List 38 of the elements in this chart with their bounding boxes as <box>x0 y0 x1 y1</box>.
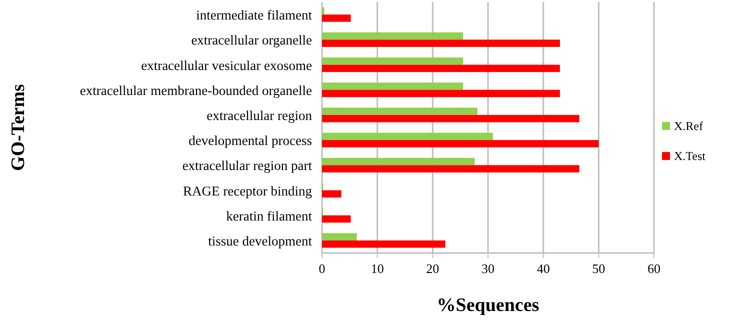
bar <box>322 132 493 140</box>
x-tick-label: 50 <box>592 261 606 276</box>
legend-label: X.Ref <box>674 119 703 133</box>
y-axis-title: GO-Terms <box>8 84 29 171</box>
y-tick-label: developmental process <box>188 133 312 148</box>
bar <box>322 14 351 22</box>
x-axis-title: %Sequences <box>436 295 540 316</box>
x-tick-label: 40 <box>536 261 550 276</box>
bar <box>322 108 478 115</box>
bar <box>322 32 464 40</box>
bar <box>322 40 560 47</box>
bar <box>322 165 580 172</box>
bar <box>322 90 560 98</box>
bar <box>322 82 464 90</box>
bar <box>322 64 560 72</box>
legend-label: X.Test <box>674 149 706 163</box>
y-tick-label: intermediate filament <box>196 8 312 23</box>
y-tick-label: extracellular region part <box>182 158 312 174</box>
x-tick-label: 20 <box>426 261 440 276</box>
x-tick-label: 0 <box>318 261 326 276</box>
x-tick-label: 30 <box>482 261 494 276</box>
x-tick-label: 60 <box>648 261 660 276</box>
y-tick-label: tissue development <box>208 233 312 248</box>
bar <box>322 140 599 148</box>
y-tick-label: keratin filament <box>226 208 312 224</box>
y-tick-label: extracellular membrane-bounded organelle <box>80 82 312 98</box>
bar <box>322 215 351 223</box>
x-tick-label: 10 <box>370 261 384 276</box>
bar <box>322 114 580 122</box>
y-tick-label: extracellular vesicular exosome <box>141 58 312 73</box>
y-tick-label: extracellular organelle <box>191 32 312 48</box>
bar <box>322 190 342 198</box>
bar <box>322 240 446 248</box>
y-tick-label: RAGE receptor binding <box>183 183 312 198</box>
bar <box>322 233 357 240</box>
y-tick-label: extracellular region <box>206 108 312 123</box>
bar <box>322 158 475 166</box>
bar <box>322 57 464 65</box>
